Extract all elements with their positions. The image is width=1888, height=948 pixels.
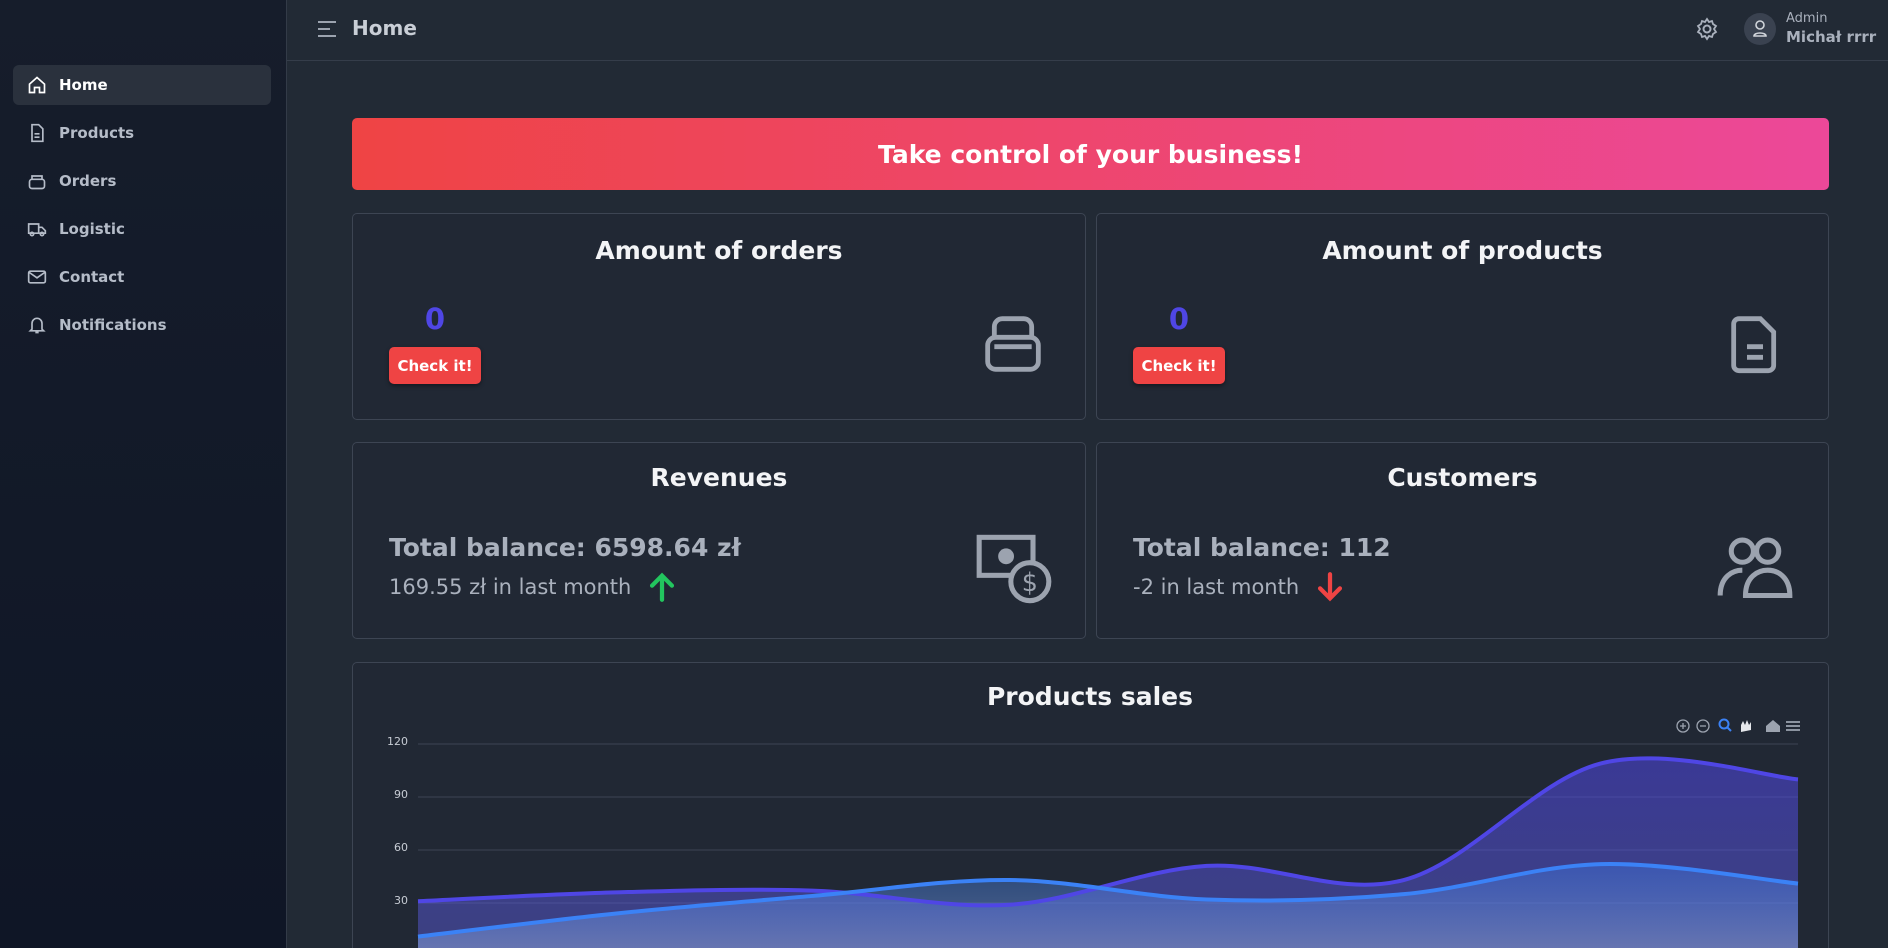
line bbox=[417, 756, 1799, 908]
nav-item[interactable]: Products bbox=[13, 113, 271, 153]
menu-button[interactable] bbox=[317, 20, 337, 38]
y-tick-label: 120 bbox=[387, 735, 408, 748]
nav-item[interactable]: Orders bbox=[13, 161, 271, 201]
revenues-icon: $ bbox=[976, 534, 1052, 604]
svg-text:$: $ bbox=[1022, 567, 1038, 597]
revenues-card: Revenues Total balance: 6598.64 zł 169.5… bbox=[352, 442, 1086, 639]
trend-arrow bbox=[1318, 572, 1343, 602]
y-tick-label: 90 bbox=[394, 788, 408, 801]
balance: Total balance: 6598.64 zł bbox=[389, 533, 741, 562]
nav-item[interactable]: Logistic bbox=[13, 209, 271, 249]
y-tick-label: 60 bbox=[394, 841, 408, 854]
nav-item[interactable]: Contact bbox=[13, 257, 271, 297]
change: 169.55 zł in last month bbox=[389, 575, 632, 599]
nav-label: Contact bbox=[59, 268, 125, 286]
chart-toolbar[interactable] bbox=[1676, 718, 1800, 733]
nav-label: Orders bbox=[59, 172, 117, 190]
change: -2 in last month bbox=[1133, 575, 1300, 599]
card-title: Revenues bbox=[650, 463, 788, 492]
products-icon bbox=[1731, 316, 1777, 374]
products-card: Amount of products 0 Check it! bbox=[1096, 213, 1829, 420]
settings-button[interactable] bbox=[1695, 17, 1719, 41]
nav-label: Notifications bbox=[59, 316, 167, 334]
avatar[interactable] bbox=[1744, 13, 1776, 45]
card-value: 0 bbox=[424, 302, 446, 336]
nav-item[interactable]: Home bbox=[13, 65, 271, 105]
orders-card: Amount of orders 0 Check it! bbox=[352, 213, 1086, 420]
chart-card: Products sales 30 60 90 120 bbox=[352, 662, 1829, 948]
user-role: Admin bbox=[1786, 11, 1828, 26]
topbar: Home Admin Michał rrrr bbox=[287, 0, 1888, 61]
chart-title: Products sales bbox=[987, 682, 1193, 711]
customers-icon bbox=[1717, 537, 1793, 599]
y-tick-label: 30 bbox=[394, 894, 408, 907]
nav-label: Logistic bbox=[59, 220, 125, 238]
card-title: Customers bbox=[1387, 463, 1538, 492]
trend-arrow bbox=[650, 572, 675, 602]
card-title: Amount of products bbox=[1322, 236, 1603, 265]
card-value: 0 bbox=[1168, 302, 1190, 336]
orders-icon bbox=[985, 316, 1041, 372]
balance: Total balance: 112 bbox=[1133, 533, 1391, 562]
customers-card: Customers Total balance: 112 -2 in last … bbox=[1096, 442, 1829, 639]
nav-label: Products bbox=[59, 124, 135, 142]
page-title: Home bbox=[352, 16, 417, 40]
user-name: Michał rrrr bbox=[1786, 28, 1877, 46]
card-title: Amount of orders bbox=[595, 236, 843, 265]
banner: Take control of your business! bbox=[352, 118, 1829, 190]
change-row: -2 in last month bbox=[1133, 570, 1347, 604]
change-row: 169.55 zł in last month bbox=[389, 570, 679, 604]
arrow bbox=[650, 572, 675, 602]
nav-label: Home bbox=[59, 76, 108, 94]
sidebar: Home Products Orders Logistic Contact No… bbox=[0, 0, 287, 948]
check-button[interactable]: Check it! bbox=[389, 347, 481, 384]
check-button[interactable]: Check it! bbox=[1133, 347, 1225, 384]
line bbox=[417, 862, 1799, 939]
nav-item[interactable]: Notifications bbox=[13, 305, 271, 345]
arrow bbox=[1318, 572, 1343, 602]
chart: Products sales 30 60 90 120 bbox=[387, 682, 1800, 948]
area bbox=[418, 864, 1798, 948]
